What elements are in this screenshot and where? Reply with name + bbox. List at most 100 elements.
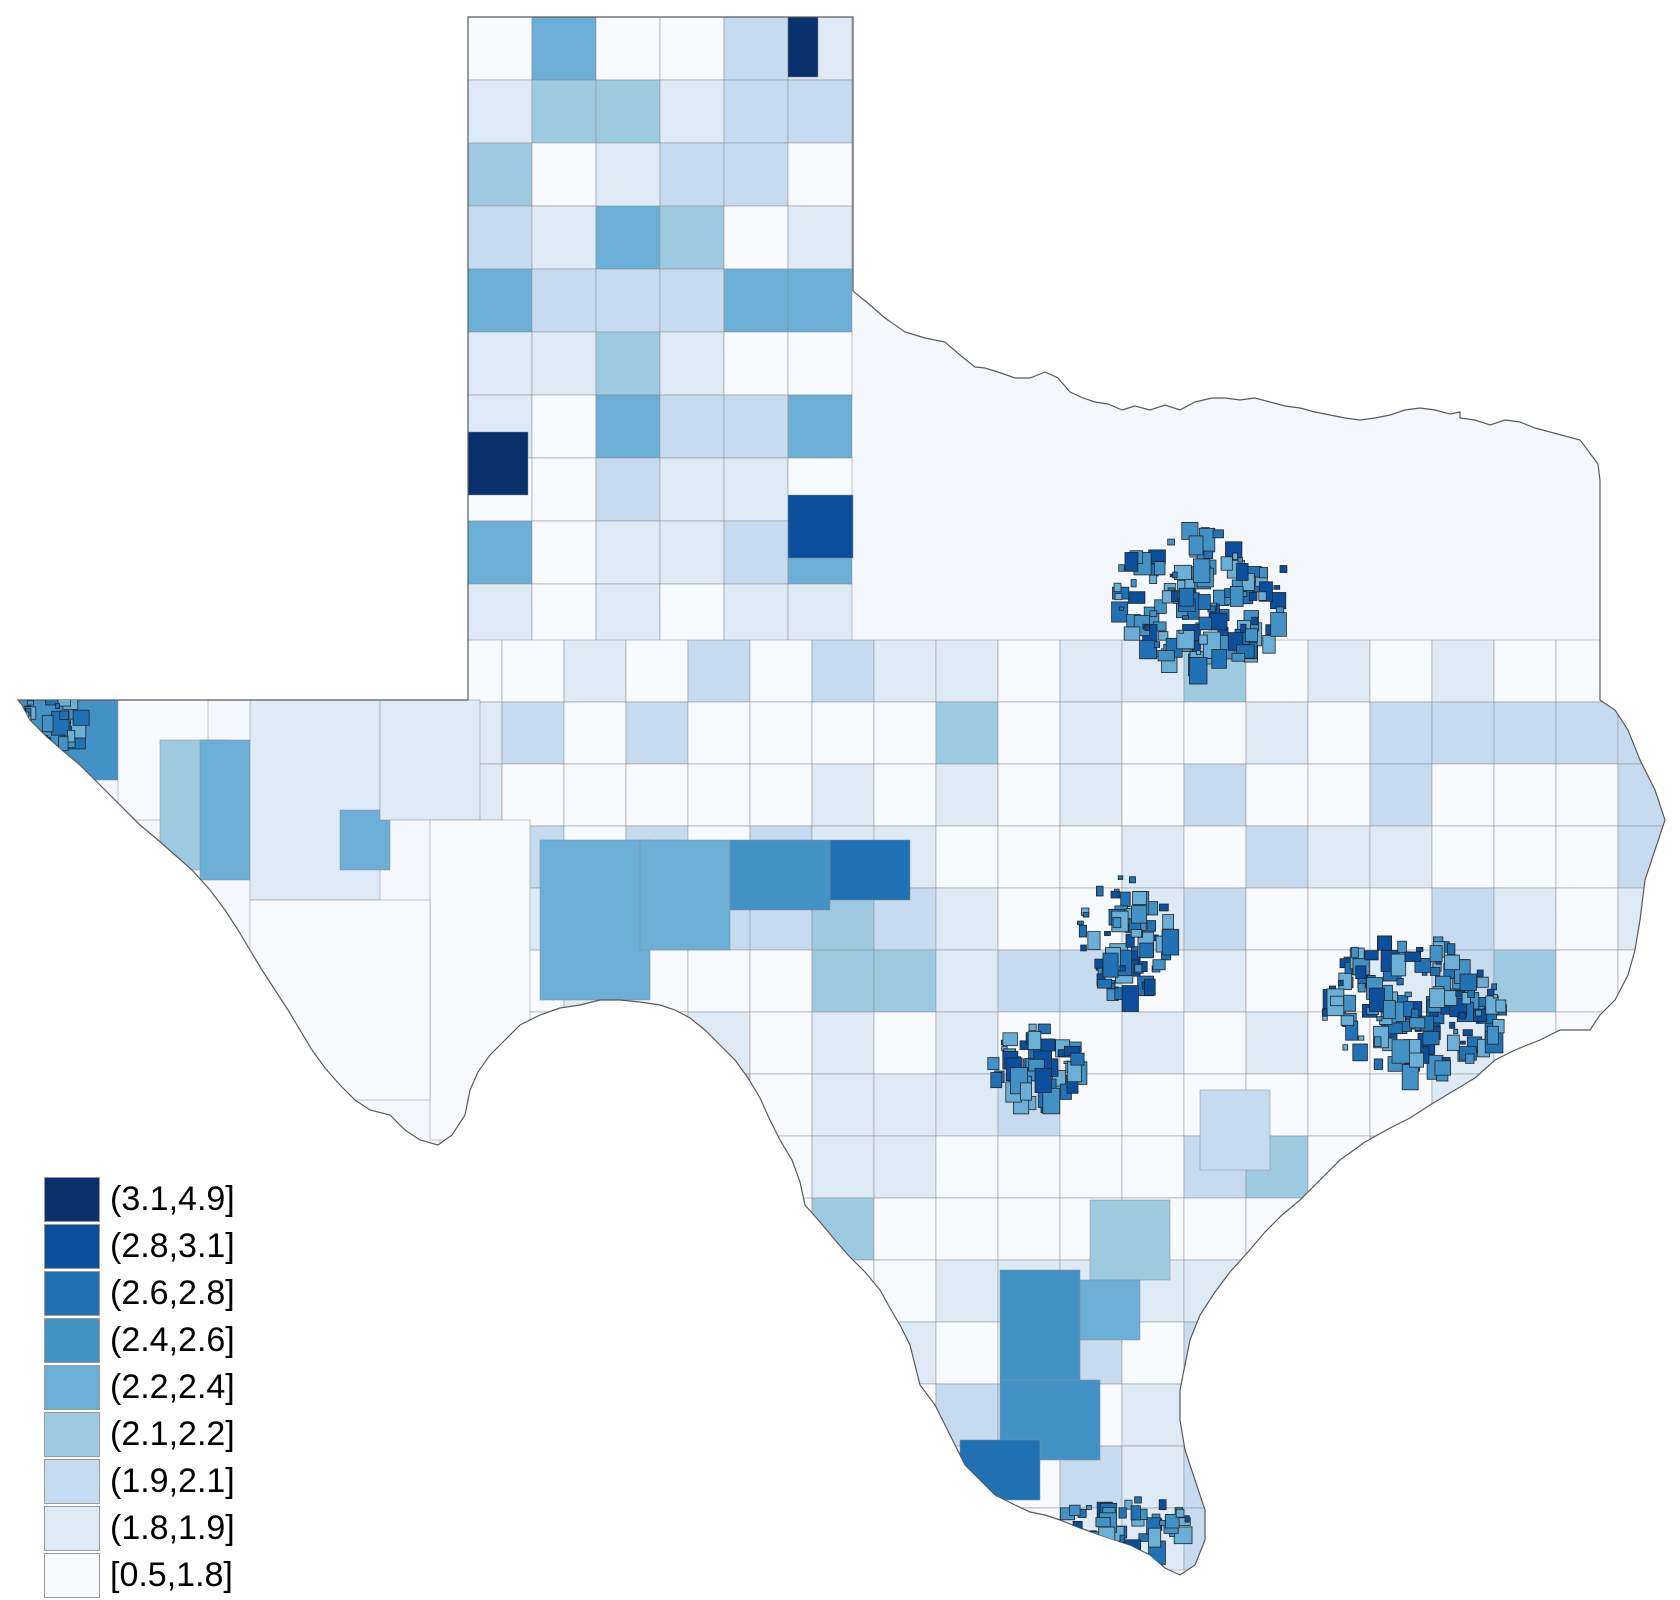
district-cell — [749, 763, 813, 827]
metro-district — [1158, 1499, 1167, 1510]
district-cell — [1307, 1383, 1371, 1447]
district-cell — [1307, 1445, 1371, 1509]
district-cell — [1183, 1445, 1247, 1509]
district-cell — [811, 1321, 875, 1385]
metro-district — [67, 730, 76, 743]
district-cell — [1245, 825, 1309, 889]
metro-district — [1397, 940, 1407, 954]
district-cell — [467, 142, 533, 207]
district-cell — [811, 1073, 875, 1137]
district-cell — [563, 639, 627, 703]
district-cell — [811, 949, 875, 1013]
legend-swatch — [44, 1224, 100, 1269]
district-cell — [1555, 825, 1619, 889]
legend-swatch — [44, 1459, 100, 1504]
metro-district — [1175, 1508, 1185, 1518]
metro-district — [1429, 967, 1441, 976]
district-cell — [249, 899, 431, 1101]
district-cell — [439, 1197, 503, 1261]
district-cell — [1245, 1011, 1309, 1075]
district-cell — [935, 1197, 999, 1261]
district-cell — [1493, 1197, 1557, 1261]
legend-swatch — [44, 1553, 100, 1598]
district-cell — [659, 17, 725, 81]
district-cell — [1555, 887, 1619, 951]
district-cell — [1307, 887, 1371, 951]
metro-district — [1121, 985, 1139, 1012]
district-cell — [625, 1321, 689, 1385]
metro-district — [1158, 631, 1169, 641]
district-cell — [467, 520, 533, 585]
district-cell — [1369, 1197, 1433, 1261]
metro-district — [1193, 558, 1211, 584]
metro-district — [1020, 1082, 1032, 1101]
metro-district — [1429, 945, 1443, 962]
metro-district — [1132, 891, 1147, 906]
district-cell — [1617, 1507, 1665, 1571]
district-cell — [935, 1073, 999, 1137]
district-cell — [1369, 1259, 1433, 1323]
legend-label: (2.6,2.8] — [110, 1274, 235, 1312]
district-cell — [1555, 1197, 1619, 1261]
district-cell — [467, 583, 533, 648]
district-cell — [1245, 701, 1309, 765]
legend-label: (2.8,3.1] — [110, 1227, 235, 1265]
district-cell — [723, 520, 789, 585]
district-cell — [659, 331, 725, 396]
district-cell — [935, 825, 999, 889]
district-cell — [1199, 1089, 1271, 1171]
district-cell — [787, 394, 853, 459]
metro-district — [58, 736, 69, 752]
metro-district — [1189, 657, 1208, 685]
district-cell — [723, 205, 789, 270]
metro-district — [1114, 593, 1123, 601]
district-cell — [1245, 1321, 1309, 1385]
legend-item: (2.8,3.1] — [44, 1223, 235, 1270]
district-cell — [935, 639, 999, 703]
district-cell — [687, 1135, 751, 1199]
district-cell — [811, 1383, 875, 1447]
district-cell — [501, 1321, 565, 1385]
metro-district — [1270, 612, 1287, 637]
district-cell — [811, 1197, 875, 1261]
district-cell — [749, 1507, 813, 1571]
district-cell — [563, 1197, 627, 1261]
district-cell — [749, 639, 813, 703]
district-cell — [1369, 701, 1433, 765]
metro-district — [1104, 931, 1111, 936]
metro-district — [1429, 988, 1445, 1009]
district-cell — [563, 1259, 627, 1323]
metro-district — [1338, 979, 1344, 987]
metro-district — [1130, 1505, 1141, 1521]
metro-district — [1237, 557, 1243, 563]
metro-district — [1119, 1534, 1126, 1543]
metro-district — [1476, 976, 1489, 988]
district-cell — [1431, 1197, 1495, 1261]
metro-district — [1352, 1043, 1368, 1062]
metro-district — [1212, 529, 1224, 539]
district-cell — [873, 949, 937, 1013]
district-cell — [625, 763, 689, 827]
district-cell — [1555, 1073, 1619, 1137]
district-cell — [1617, 763, 1665, 827]
metro-district — [1486, 1025, 1499, 1045]
district-cell — [723, 268, 789, 333]
district-cell — [1617, 1073, 1665, 1137]
district-cell — [997, 825, 1061, 889]
metro-district — [1422, 1031, 1440, 1046]
district-cell — [501, 1445, 565, 1509]
metro-district — [1383, 1000, 1396, 1020]
legend-label: (1.8,1.9] — [110, 1509, 235, 1547]
district-cell — [1307, 701, 1371, 765]
district-cell — [959, 1439, 1041, 1501]
district-cell — [1307, 1197, 1371, 1261]
district-cell — [1555, 1445, 1619, 1509]
metro-district — [1232, 552, 1238, 560]
district-cell — [379, 699, 481, 821]
district-cell — [467, 205, 533, 270]
district-cell — [531, 17, 597, 81]
metro-district — [1172, 571, 1178, 579]
district-cell — [997, 1197, 1061, 1261]
legend-swatch — [44, 1365, 100, 1410]
district-cell — [1369, 639, 1433, 703]
